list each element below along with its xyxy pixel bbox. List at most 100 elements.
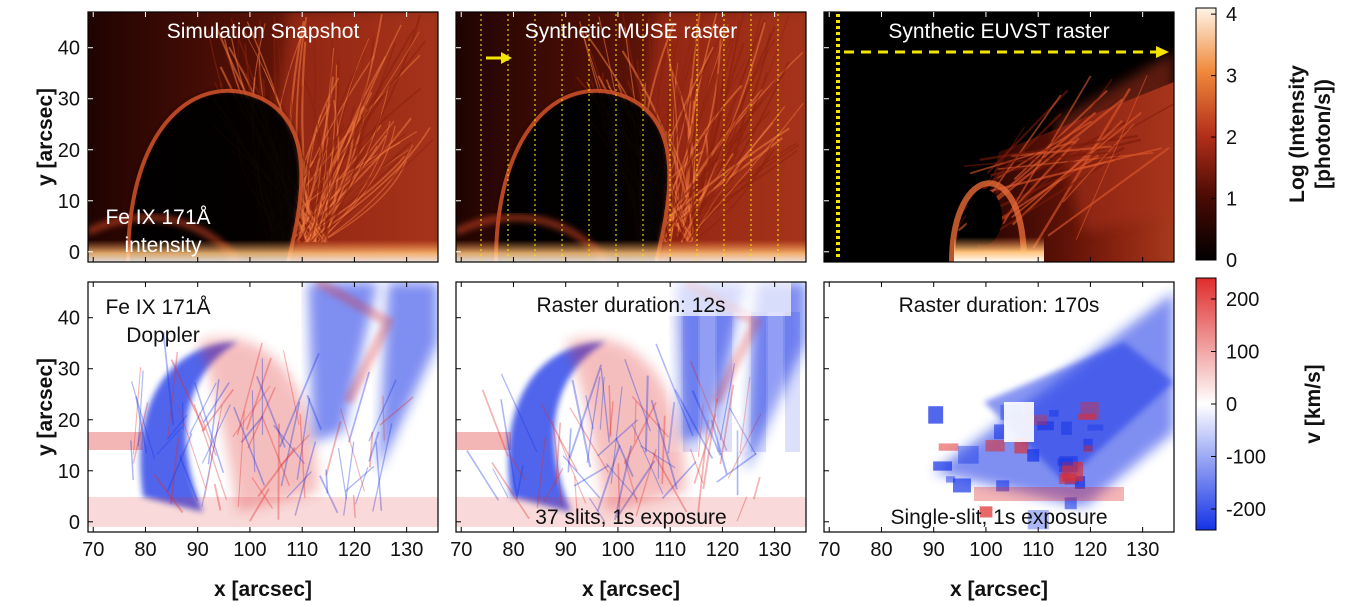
panel-image <box>88 12 438 262</box>
intensity-strand <box>1013 89 1108 181</box>
doppler-raster-block <box>1077 413 1096 420</box>
intensity-strand <box>295 158 401 243</box>
doppler-raster-block <box>958 445 979 464</box>
doppler-strand <box>481 389 509 457</box>
doppler-strand <box>689 448 704 484</box>
colorbar-tick-label: 100 <box>1226 342 1259 364</box>
colorbar-tick-label: 200 <box>1226 289 1259 311</box>
y-axis-label: y [arcsec] <box>34 358 57 456</box>
doppler-raster-block <box>1087 424 1104 431</box>
colorbar-tick-label: -100 <box>1226 447 1266 469</box>
doppler-raster-block <box>1057 458 1073 466</box>
doppler-strand <box>272 424 305 465</box>
x-tick-label: 70 <box>82 539 104 561</box>
doppler-red-band <box>456 432 511 450</box>
x-tick-label: 80 <box>870 539 892 561</box>
y-tick-label: 30 <box>58 359 80 381</box>
doppler-strand <box>552 420 563 507</box>
x-tick-label: 80 <box>502 539 524 561</box>
panel-annotation: intensity <box>124 234 202 257</box>
doppler-strand <box>716 452 757 483</box>
doppler-strand <box>543 468 564 503</box>
raster-arrow-head <box>1156 46 1169 58</box>
doppler-strand <box>232 385 271 438</box>
intensity-strand <box>665 130 692 243</box>
doppler-raster-block <box>996 480 1010 492</box>
doppler-raster-block <box>1083 438 1093 452</box>
intensity-strand <box>299 76 397 243</box>
doppler-strand <box>257 447 296 498</box>
doppler-strand <box>368 431 380 462</box>
doppler-raster-block <box>933 461 953 471</box>
colorbar-layer: 0 1 2 3 4 Log (Intensity [photon/s]) 200 100 0 -10… <box>1195 4 1335 531</box>
doppler-raster-block <box>1026 414 1047 425</box>
x-tick-label: 90 <box>187 539 209 561</box>
colorbar-label: [photon/s]) <box>1312 79 1335 189</box>
doppler-strand <box>198 412 217 457</box>
doppler-strand <box>586 376 601 463</box>
doppler-strand <box>237 410 245 507</box>
doppler-raster-block <box>1058 473 1077 485</box>
doppler-strand <box>697 404 704 457</box>
doppler-raster-block <box>1074 476 1086 489</box>
doppler-strand <box>608 385 612 436</box>
doppler-strand <box>616 460 656 519</box>
x-tick-label: 110 <box>1022 539 1054 561</box>
doppler-strand <box>614 445 633 521</box>
doppler-strand <box>599 376 605 430</box>
x-tick-label: 120 <box>706 539 739 561</box>
colorbar-gradient <box>1195 7 1217 261</box>
doppler-raster-block <box>979 506 993 518</box>
loop-rim <box>494 88 672 262</box>
intensity-strand <box>673 33 772 243</box>
doppler-strand <box>368 379 397 442</box>
doppler-strand <box>213 483 222 511</box>
axis-label-layer: 0 10 20 30 40 y [arcsec] 0 10 20 30 40 y [arcsec] 70… <box>34 38 1159 601</box>
x-tick-label: 100 <box>969 539 1002 561</box>
panel-annotation: Raster duration: 12s <box>536 294 725 317</box>
doppler-strand <box>574 476 579 521</box>
panel-annotation: Doppler <box>126 324 200 347</box>
doppler-strand <box>655 343 694 437</box>
panel-frame <box>87 281 439 533</box>
intensity-strand <box>677 15 789 243</box>
doppler-strand <box>278 352 320 448</box>
doppler-strand <box>631 395 670 438</box>
intensity-strand <box>1062 123 1135 203</box>
intensity-strand <box>295 16 308 243</box>
doppler-floor <box>456 497 806 527</box>
doppler-strand <box>202 382 230 423</box>
doppler-strand <box>640 445 676 469</box>
doppler-strand <box>610 386 623 484</box>
panel-title: Synthetic EUVST raster <box>888 20 1109 43</box>
doppler-strand <box>597 419 639 457</box>
doppler-floor <box>88 497 438 527</box>
intensity-strand <box>666 35 686 243</box>
panel-image <box>824 282 1174 532</box>
doppler-strand <box>661 461 697 499</box>
doppler-strand <box>193 404 228 500</box>
colorbar-tick-label: 0 <box>1226 394 1237 416</box>
doppler-blue-plume <box>676 282 746 442</box>
intensity-strand <box>1011 112 1142 218</box>
doppler-strand <box>177 406 207 488</box>
doppler-strand <box>251 390 256 473</box>
doppler-strand <box>609 401 614 438</box>
y-tick-label: 30 <box>58 89 80 111</box>
doppler-strand <box>167 414 188 440</box>
intensity-strand <box>665 42 679 243</box>
intensity-strand <box>327 31 333 243</box>
panel-doppler-snapshot: Fe IX 171Å Doppler <box>87 281 439 533</box>
panel-doppler-euvst: Raster duration: 170s Single-slit, 1s exp… <box>823 281 1175 533</box>
y-tick-label: 0 <box>69 512 80 534</box>
x-tick-label: 130 <box>390 539 423 561</box>
doppler-strand <box>585 395 594 430</box>
intensity-strand <box>310 113 382 243</box>
doppler-strand <box>319 475 339 514</box>
doppler-strand <box>702 398 719 490</box>
intensity-strand <box>320 144 414 243</box>
doppler-strand <box>296 397 311 480</box>
doppler-strand <box>352 494 356 518</box>
doppler-strand <box>492 468 509 498</box>
doppler-strand <box>379 396 414 426</box>
